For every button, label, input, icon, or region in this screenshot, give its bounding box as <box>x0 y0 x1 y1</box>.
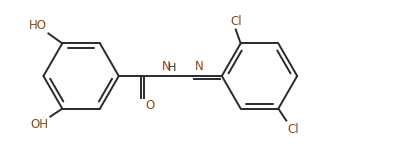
Text: Cl: Cl <box>230 15 242 28</box>
Text: O: O <box>146 99 155 112</box>
Text: Cl: Cl <box>287 122 299 136</box>
Text: OH: OH <box>31 118 49 131</box>
Text: HO: HO <box>29 20 47 32</box>
Text: N: N <box>162 60 171 73</box>
Text: H: H <box>169 63 177 73</box>
Text: N: N <box>195 60 204 73</box>
